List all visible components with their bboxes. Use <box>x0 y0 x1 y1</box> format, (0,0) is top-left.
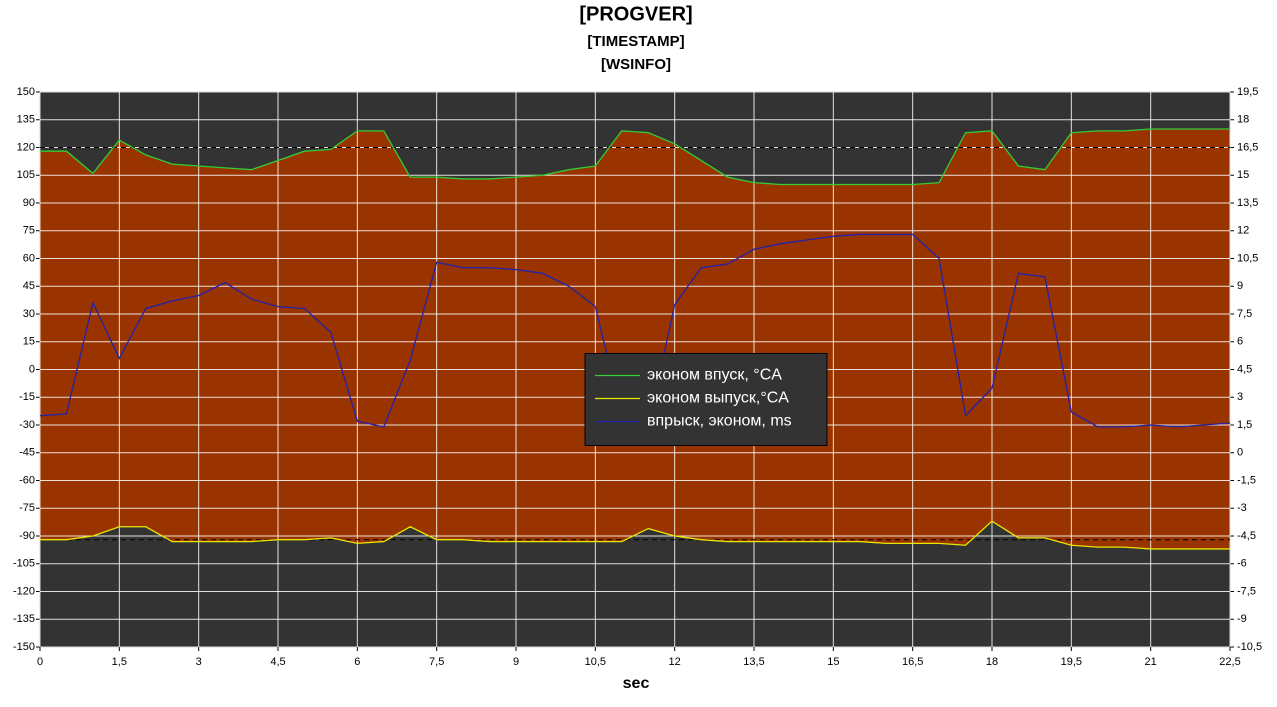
y-tick-label: -90 <box>19 530 35 542</box>
y2-tick-label: -7,5 <box>1237 585 1256 597</box>
y2-tick-label: 15 <box>1237 169 1249 181</box>
x-tick-label: 22,5 <box>1219 656 1240 668</box>
x-tick-label: 3 <box>196 656 202 668</box>
x-tick-label: 13,5 <box>743 656 764 668</box>
y-tick-label: -120 <box>13 585 35 597</box>
y2-tick-label: 4,5 <box>1237 363 1252 375</box>
y-tick-label: 0 <box>29 363 35 375</box>
x-tick-label: 7,5 <box>429 656 444 668</box>
x-tick-label: 10,5 <box>585 656 606 668</box>
y-tick-label: 60 <box>23 252 35 264</box>
x-tick-label: 16,5 <box>902 656 923 668</box>
y2-tick-label: 12 <box>1237 225 1249 237</box>
x-tick-label: 1,5 <box>112 656 127 668</box>
legend-label: эконом выпуск,°CA <box>647 390 789 407</box>
legend-box <box>584 353 828 446</box>
chart-subtitle: [TIMESTAMP] <box>587 33 684 50</box>
y-tick-label: 45 <box>23 280 35 292</box>
y-tick-label: 135 <box>17 114 35 126</box>
x-tick-label: 15 <box>827 656 839 668</box>
y2-tick-label: -9 <box>1237 613 1247 625</box>
y2-tick-label: 9 <box>1237 280 1243 292</box>
y-tick-label: -60 <box>19 474 35 486</box>
x-tick-label: 19,5 <box>1061 656 1082 668</box>
legend-label: впрыск, эконом, ms <box>647 413 792 430</box>
y-tick-label: -15 <box>19 391 35 403</box>
y-tick-label: 120 <box>17 141 35 153</box>
data-line <box>40 128 1230 186</box>
y2-tick-label: 1,5 <box>1237 419 1252 431</box>
y-tick-label: -30 <box>19 419 35 431</box>
y-tick-label: -135 <box>13 613 35 625</box>
legend-label: эконом впуск, °CA <box>647 367 782 384</box>
x-axis-label: sec <box>623 675 650 692</box>
x-tick-label: 0 <box>37 656 43 668</box>
y-tick-label: 30 <box>23 308 35 320</box>
x-tick-label: 6 <box>354 656 360 668</box>
x-tick-label: 9 <box>513 656 519 668</box>
y-tick-label: 75 <box>23 225 35 237</box>
y-tick-label: -45 <box>19 447 35 459</box>
y2-tick-label: -6 <box>1237 558 1247 570</box>
y2-tick-label: 19,5 <box>1237 86 1258 98</box>
y2-tick-label: 16,5 <box>1237 141 1258 153</box>
x-tick-label: 18 <box>986 656 998 668</box>
y2-tick-label: -4,5 <box>1237 530 1256 542</box>
y2-tick-label: 0 <box>1237 447 1243 459</box>
y2-tick-label: -3 <box>1237 502 1247 514</box>
y-tick-label: -105 <box>13 558 35 570</box>
y-tick-label: -75 <box>19 502 35 514</box>
y2-tick-label: 6 <box>1237 336 1243 348</box>
y2-tick-label: -1,5 <box>1237 474 1256 486</box>
x-tick-label: 21 <box>1145 656 1157 668</box>
y2-tick-label: 13,5 <box>1237 197 1258 209</box>
y-tick-label: -150 <box>13 641 35 653</box>
chart-subtitle: [WSINFO] <box>601 56 671 73</box>
y2-tick-label: 10,5 <box>1237 252 1258 264</box>
data-line <box>40 520 1230 550</box>
fill-area <box>40 129 1230 549</box>
x-tick-label: 4,5 <box>270 656 285 668</box>
y-tick-label: 150 <box>17 86 35 98</box>
y2-tick-label: -10,5 <box>1237 641 1262 653</box>
y-tick-label: 15 <box>23 336 35 348</box>
y-tick-label: 105 <box>17 169 35 181</box>
y2-tick-label: 3 <box>1237 391 1243 403</box>
y2-tick-label: 18 <box>1237 114 1249 126</box>
chart-title: [PROGVER] <box>579 3 692 25</box>
x-tick-label: 12 <box>669 656 681 668</box>
y-tick-label: 90 <box>23 197 35 209</box>
y2-tick-label: 7,5 <box>1237 308 1252 320</box>
